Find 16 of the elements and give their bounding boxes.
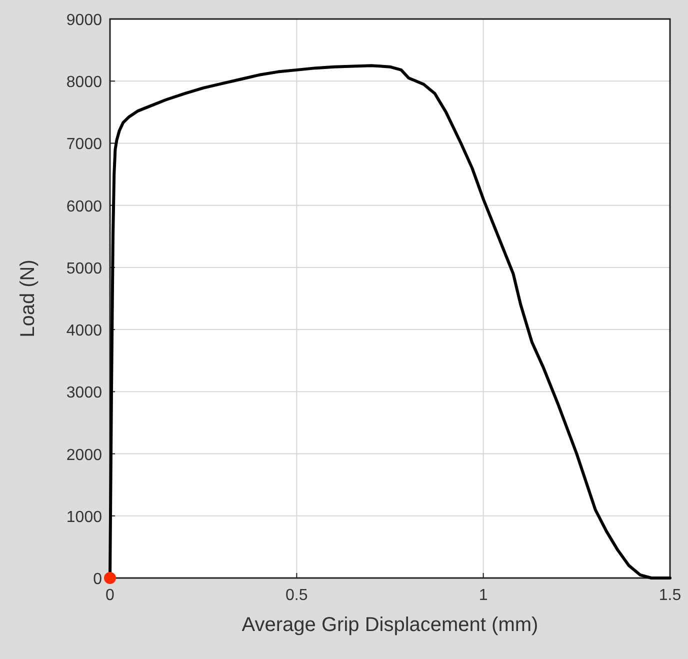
x-tick-label: 0 <box>106 587 115 604</box>
x-tick-label: 0.5 <box>286 587 308 604</box>
x-axis-title: Average Grip Displacement (mm) <box>242 614 538 636</box>
y-tick-label: 7000 <box>66 136 102 154</box>
y-tick-label: 2000 <box>66 446 102 464</box>
y-tick-label: 8000 <box>66 74 102 92</box>
y-tick-label: 3000 <box>66 384 102 402</box>
y-tick-label: 4000 <box>66 322 102 340</box>
y-tick-label: 0 <box>93 571 102 588</box>
x-tick-label: 1 <box>478 587 488 604</box>
y-tick-label: 5000 <box>66 260 102 278</box>
y-tick-label: 6000 <box>66 198 102 216</box>
y-tick-label: 1000 <box>66 508 102 526</box>
y-tick-label: 9000 <box>66 12 102 29</box>
y-axis-title: Load (N) <box>17 260 39 338</box>
x-tick-label: 1.5 <box>658 587 682 604</box>
